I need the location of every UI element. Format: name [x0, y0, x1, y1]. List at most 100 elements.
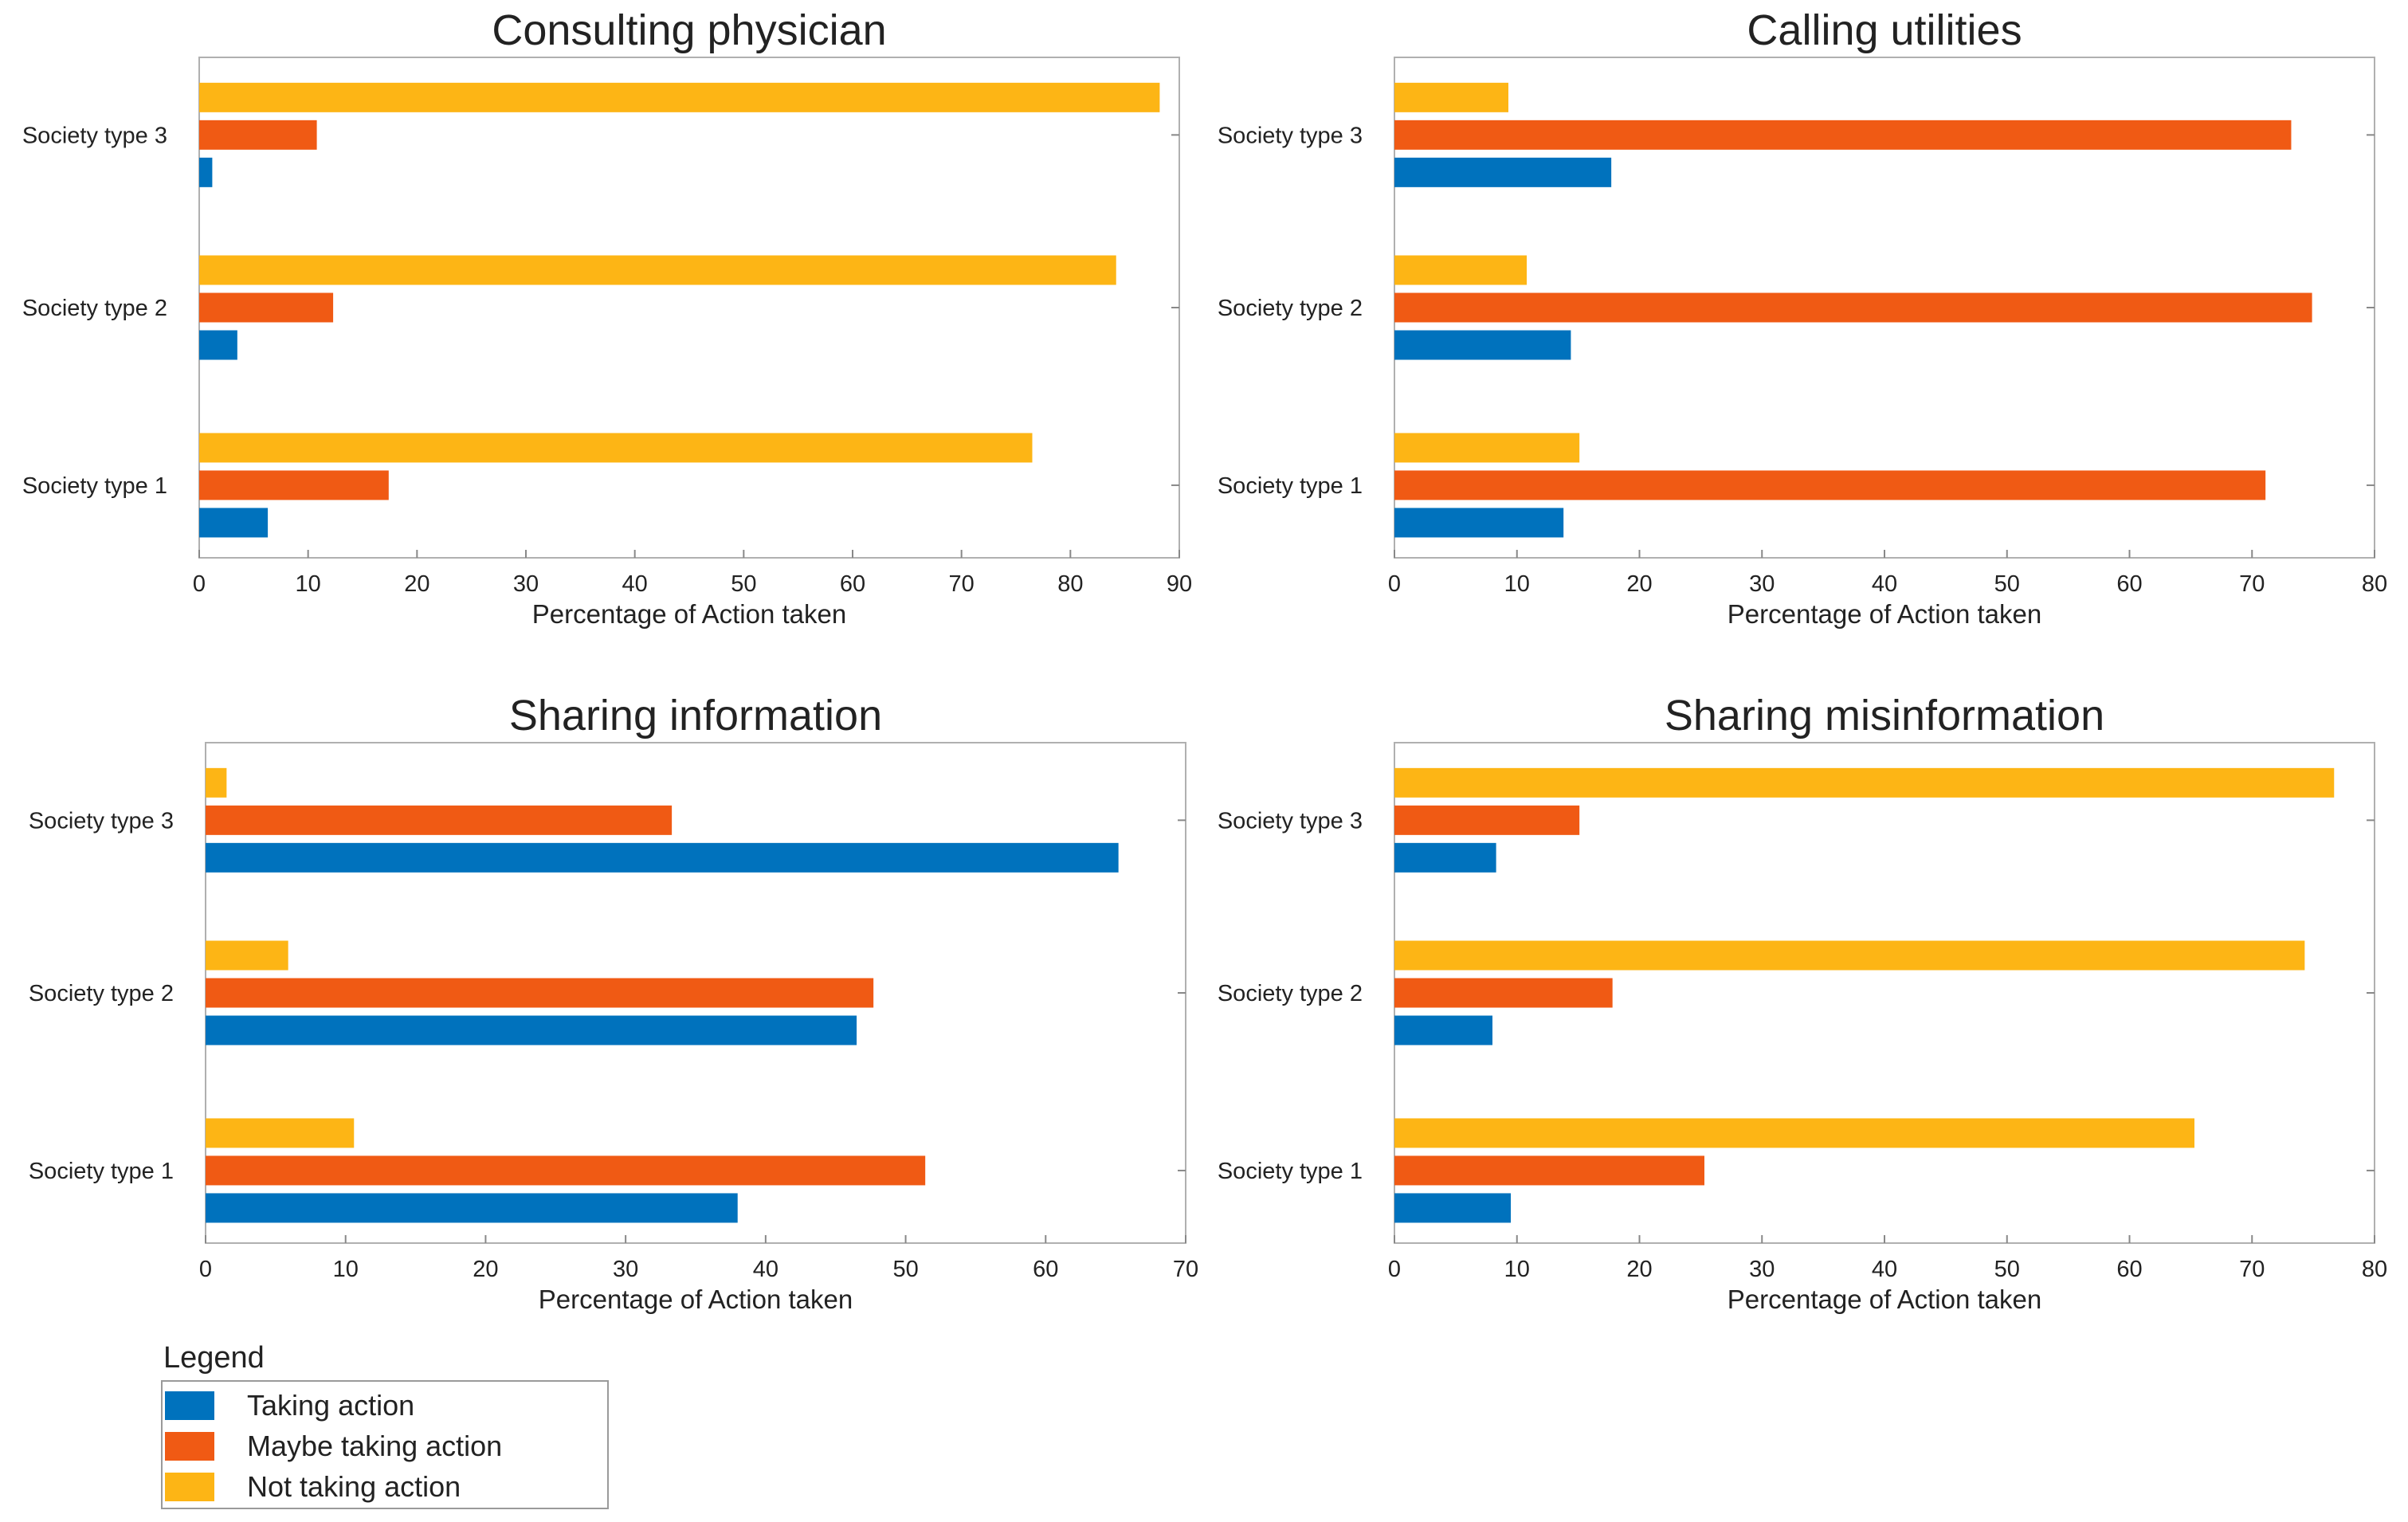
bar-taking-action [199, 508, 269, 538]
bar-not-taking-action [206, 1118, 355, 1148]
legend-swatch [165, 1432, 214, 1461]
legend-entry-label: Taking action [247, 1389, 414, 1422]
x-tick-label: 10 [1504, 1257, 1530, 1282]
bar-not-taking-action [199, 433, 1033, 463]
x-tick-label: 80 [1057, 571, 1083, 597]
bar-maybe-taking-action [1394, 120, 2292, 150]
bar-taking-action [1394, 1193, 1512, 1223]
bar-taking-action [199, 157, 213, 187]
bar-not-taking-action [1394, 1118, 2194, 1148]
category-label: Society type 1 [22, 473, 167, 499]
bar-taking-action [199, 330, 237, 360]
category-label: Society type 2 [1218, 296, 1363, 321]
x-tick-label: 50 [1994, 1257, 2020, 1282]
bar-maybe-taking-action [199, 470, 389, 500]
x-tick-label: 20 [473, 1257, 498, 1282]
x-tick-label: 80 [2362, 571, 2387, 597]
x-tick-label: 60 [840, 571, 865, 597]
bar-not-taking-action [199, 82, 1160, 112]
category-label: Society type 3 [29, 808, 174, 834]
bar-maybe-taking-action [1394, 1155, 1704, 1186]
bar-not-taking-action [199, 255, 1116, 285]
category-label: Society type 1 [1218, 1159, 1363, 1184]
x-axis-label: Percentage of Action taken [539, 1285, 853, 1314]
x-tick-label: 70 [2239, 1257, 2265, 1282]
bar-maybe-taking-action [1394, 978, 1613, 1008]
panel-title: Sharing information [509, 692, 882, 739]
x-tick-label: 70 [1173, 1257, 1198, 1282]
bar-taking-action [1394, 842, 1496, 873]
bar-not-taking-action [1394, 767, 2335, 798]
x-tick-label: 80 [2362, 1257, 2387, 1282]
category-label: Society type 1 [29, 1159, 174, 1184]
x-tick-label: 30 [1749, 571, 1775, 597]
x-tick-label: 50 [1994, 571, 2020, 597]
x-tick-label: 50 [731, 571, 756, 597]
x-tick-label: 20 [1626, 571, 1652, 597]
x-tick-label: 0 [193, 571, 206, 597]
x-axis-label: Percentage of Action taken [532, 599, 846, 629]
x-tick-label: 0 [1388, 571, 1401, 597]
bar-maybe-taking-action [206, 1155, 926, 1186]
x-tick-label: 60 [1033, 1257, 1058, 1282]
x-tick-label: 30 [1749, 1257, 1775, 1282]
bar-taking-action [206, 1193, 738, 1223]
x-tick-label: 60 [2116, 571, 2142, 597]
x-tick-label: 10 [296, 571, 321, 597]
bar-taking-action [1394, 1015, 1492, 1045]
x-tick-label: 30 [513, 571, 539, 597]
bar-maybe-taking-action [1394, 805, 1580, 835]
bar-not-taking-action [1394, 255, 1528, 285]
panel-title: Calling utilities [1747, 6, 2022, 54]
legend-swatch [165, 1473, 214, 1501]
x-tick-label: 30 [613, 1257, 638, 1282]
bar-not-taking-action [1394, 82, 1508, 112]
bar-taking-action [1394, 330, 1571, 360]
legend-entry-label: Not taking action [247, 1470, 461, 1503]
bar-taking-action [206, 842, 1119, 873]
category-label: Society type 3 [1218, 123, 1363, 148]
panel-2: Calling utilities 0 10 20 30 40 50 60 70 80 Percen… [1218, 6, 2387, 629]
bar-not-taking-action [1394, 433, 1580, 463]
bar-not-taking-action [206, 940, 288, 971]
panel-title: Consulting physician [492, 6, 886, 54]
x-axis-label: Percentage of Action taken [1728, 599, 2041, 629]
category-label: Society type 3 [22, 123, 167, 148]
x-axis-label: Percentage of Action taken [1728, 1285, 2041, 1314]
x-tick-label: 10 [1504, 571, 1530, 597]
category-label: Society type 1 [1218, 473, 1363, 499]
x-tick-label: 40 [1872, 571, 1897, 597]
bar-not-taking-action [1394, 940, 2305, 971]
category-label: Society type 2 [22, 296, 167, 321]
x-tick-label: 90 [1167, 571, 1192, 597]
x-tick-label: 40 [1872, 1257, 1897, 1282]
category-label: Society type 2 [1218, 981, 1363, 1006]
bar-maybe-taking-action [199, 120, 317, 150]
x-tick-label: 0 [1388, 1257, 1401, 1282]
legend-box [161, 1380, 609, 1509]
panel-3: Sharing information 0 10 20 30 40 50 60 70 Percen… [29, 692, 1198, 1314]
bar-maybe-taking-action [1394, 470, 2266, 500]
x-tick-label: 70 [2239, 571, 2265, 597]
panel-4: Sharing misinformation 0 10 20 30 40 50 60 70 80 P… [1218, 692, 2387, 1314]
bar-maybe-taking-action [206, 805, 673, 835]
x-tick-label: 0 [199, 1257, 212, 1282]
bar-taking-action [1394, 157, 1612, 187]
bar-maybe-taking-action [206, 978, 874, 1008]
legend: Legend Taking action Maybe taking action No… [161, 1341, 609, 1509]
x-tick-label: 20 [1626, 1257, 1652, 1282]
x-tick-label: 40 [753, 1257, 778, 1282]
legend-swatch [165, 1391, 214, 1420]
legend-entry-label: Maybe taking action [247, 1430, 502, 1462]
x-tick-label: 50 [892, 1257, 918, 1282]
panel-title: Sharing misinformation [1665, 692, 2104, 739]
x-tick-label: 20 [404, 571, 429, 597]
x-tick-label: 70 [949, 571, 975, 597]
category-label: Society type 2 [29, 981, 174, 1006]
bar-taking-action [206, 1015, 857, 1045]
x-tick-label: 60 [2116, 1257, 2142, 1282]
bar-maybe-taking-action [1394, 292, 2312, 323]
x-tick-label: 40 [622, 571, 648, 597]
bar-not-taking-action [206, 767, 227, 798]
